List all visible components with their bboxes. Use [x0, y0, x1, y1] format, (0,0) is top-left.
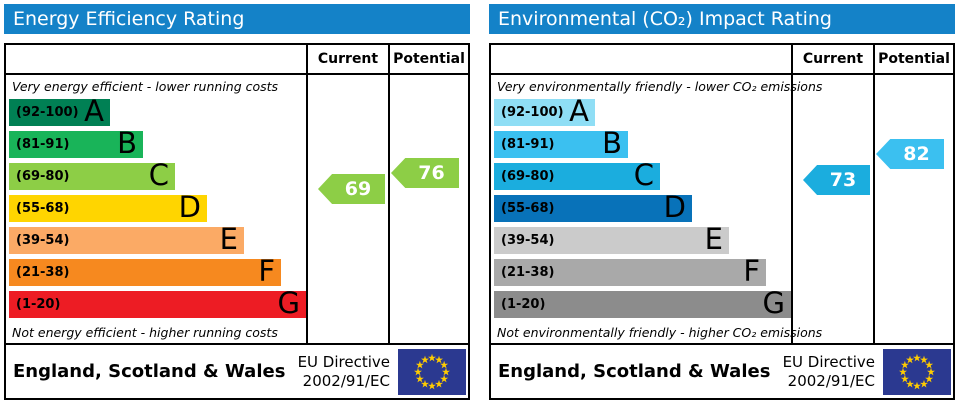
column-divider: [388, 45, 390, 345]
band-b: (81-91) B: [9, 126, 143, 160]
band-g: (1-20) G: [9, 286, 306, 320]
energy-efficiency-panel: Energy Efficiency Rating Current Potenti…: [4, 4, 470, 400]
band-letter: G: [762, 286, 785, 320]
eu-directive-line2: 2002/91/EC: [787, 371, 875, 390]
band-letter: F: [258, 254, 275, 288]
environmental-impact-panel: Environmental (CO₂) Impact Rating Curren…: [489, 4, 955, 400]
bottom-caption: Not environmentally friendly - higher CO…: [497, 325, 823, 340]
eu-flag-icon: [398, 348, 466, 395]
band-f: (21-38) F: [9, 254, 281, 288]
bottom-caption: Not energy efficient - higher running co…: [12, 325, 278, 340]
current-column-header: Current: [317, 51, 379, 67]
band-b: (81-91) B: [494, 126, 628, 160]
region-label: England, Scotland & Wales: [13, 361, 286, 382]
panel-footer: England, Scotland & Wales EU Directive 2…: [491, 345, 953, 398]
band-letter: C: [148, 158, 169, 192]
header-divider: [491, 73, 953, 75]
band-range-label: (55-68): [16, 201, 70, 216]
band-letter: C: [633, 158, 654, 192]
band-letter: D: [178, 190, 201, 224]
band-range-label: (69-80): [16, 169, 70, 184]
current-rating-arrow: 73: [803, 165, 870, 195]
rating-table: Current Potential Very energy efficient …: [4, 43, 470, 400]
band-range-label: (81-91): [501, 137, 555, 152]
eu-directive-label: EU Directive 2002/91/EC: [298, 353, 398, 391]
current-rating-arrow: 69: [318, 174, 385, 204]
potential-rating-arrow: 82: [876, 139, 944, 169]
band-range-label: (21-38): [16, 265, 70, 280]
eu-directive-line1: EU Directive: [782, 352, 875, 371]
band-letter: A: [84, 94, 104, 128]
rating-bands: (92-100) A (81-91) B (69-80) C (55-68) D (39-54)…: [494, 94, 791, 321]
band-range-label: (39-54): [16, 233, 70, 248]
region-label: England, Scotland & Wales: [498, 361, 771, 382]
footer-divider: [491, 343, 953, 345]
column-divider: [791, 45, 793, 345]
band-letter: B: [117, 126, 137, 160]
panel-footer: England, Scotland & Wales EU Directive 2…: [6, 345, 468, 398]
column-divider: [306, 45, 308, 345]
eu-directive-line2: 2002/91/EC: [302, 371, 390, 390]
band-range-label: (1-20): [16, 297, 61, 312]
eu-directive-label: EU Directive 2002/91/EC: [783, 353, 883, 391]
band-range-label: (92-100): [501, 105, 564, 120]
band-d: (55-68) D: [494, 190, 692, 224]
band-letter: G: [277, 286, 300, 320]
band-letter: E: [219, 222, 238, 256]
panel-title: Energy Efficiency Rating: [4, 4, 470, 34]
band-c: (69-80) C: [494, 158, 660, 192]
band-c: (69-80) C: [9, 158, 175, 192]
panel-title: Environmental (CO₂) Impact Rating: [489, 4, 955, 34]
footer-divider: [6, 343, 468, 345]
band-d: (55-68) D: [9, 190, 207, 224]
band-range-label: (69-80): [501, 169, 555, 184]
band-letter: B: [602, 126, 622, 160]
band-letter: E: [704, 222, 723, 256]
top-caption: Very environmentally friendly - lower CO…: [497, 79, 823, 94]
band-range-label: (39-54): [501, 233, 555, 248]
rating-bands: (92-100) A (81-91) B (69-80) C (55-68) D (39-54)…: [9, 94, 306, 321]
band-f: (21-38) F: [494, 254, 766, 288]
band-e: (39-54) E: [9, 222, 244, 256]
column-divider: [873, 45, 875, 345]
eu-directive-line1: EU Directive: [297, 352, 390, 371]
potential-column-header: Potential: [393, 51, 465, 67]
rating-table: Current Potential Very environmentally f…: [489, 43, 955, 400]
band-range-label: (92-100): [16, 105, 79, 120]
band-letter: D: [663, 190, 686, 224]
top-caption: Very energy efficient - lower running co…: [12, 79, 279, 94]
band-range-label: (81-91): [16, 137, 70, 152]
eu-flag-icon: [883, 348, 951, 395]
band-e: (39-54) E: [494, 222, 729, 256]
band-range-label: (21-38): [501, 265, 555, 280]
band-range-label: (1-20): [501, 297, 546, 312]
current-column-header: Current: [802, 51, 864, 67]
band-letter: F: [743, 254, 760, 288]
band-letter: A: [569, 94, 589, 128]
header-divider: [6, 73, 468, 75]
band-range-label: (55-68): [501, 201, 555, 216]
band-a: (92-100) A: [9, 94, 110, 128]
band-g: (1-20) G: [494, 286, 791, 320]
potential-rating-arrow: 76: [391, 158, 459, 188]
potential-column-header: Potential: [878, 51, 950, 67]
band-a: (92-100) A: [494, 94, 595, 128]
